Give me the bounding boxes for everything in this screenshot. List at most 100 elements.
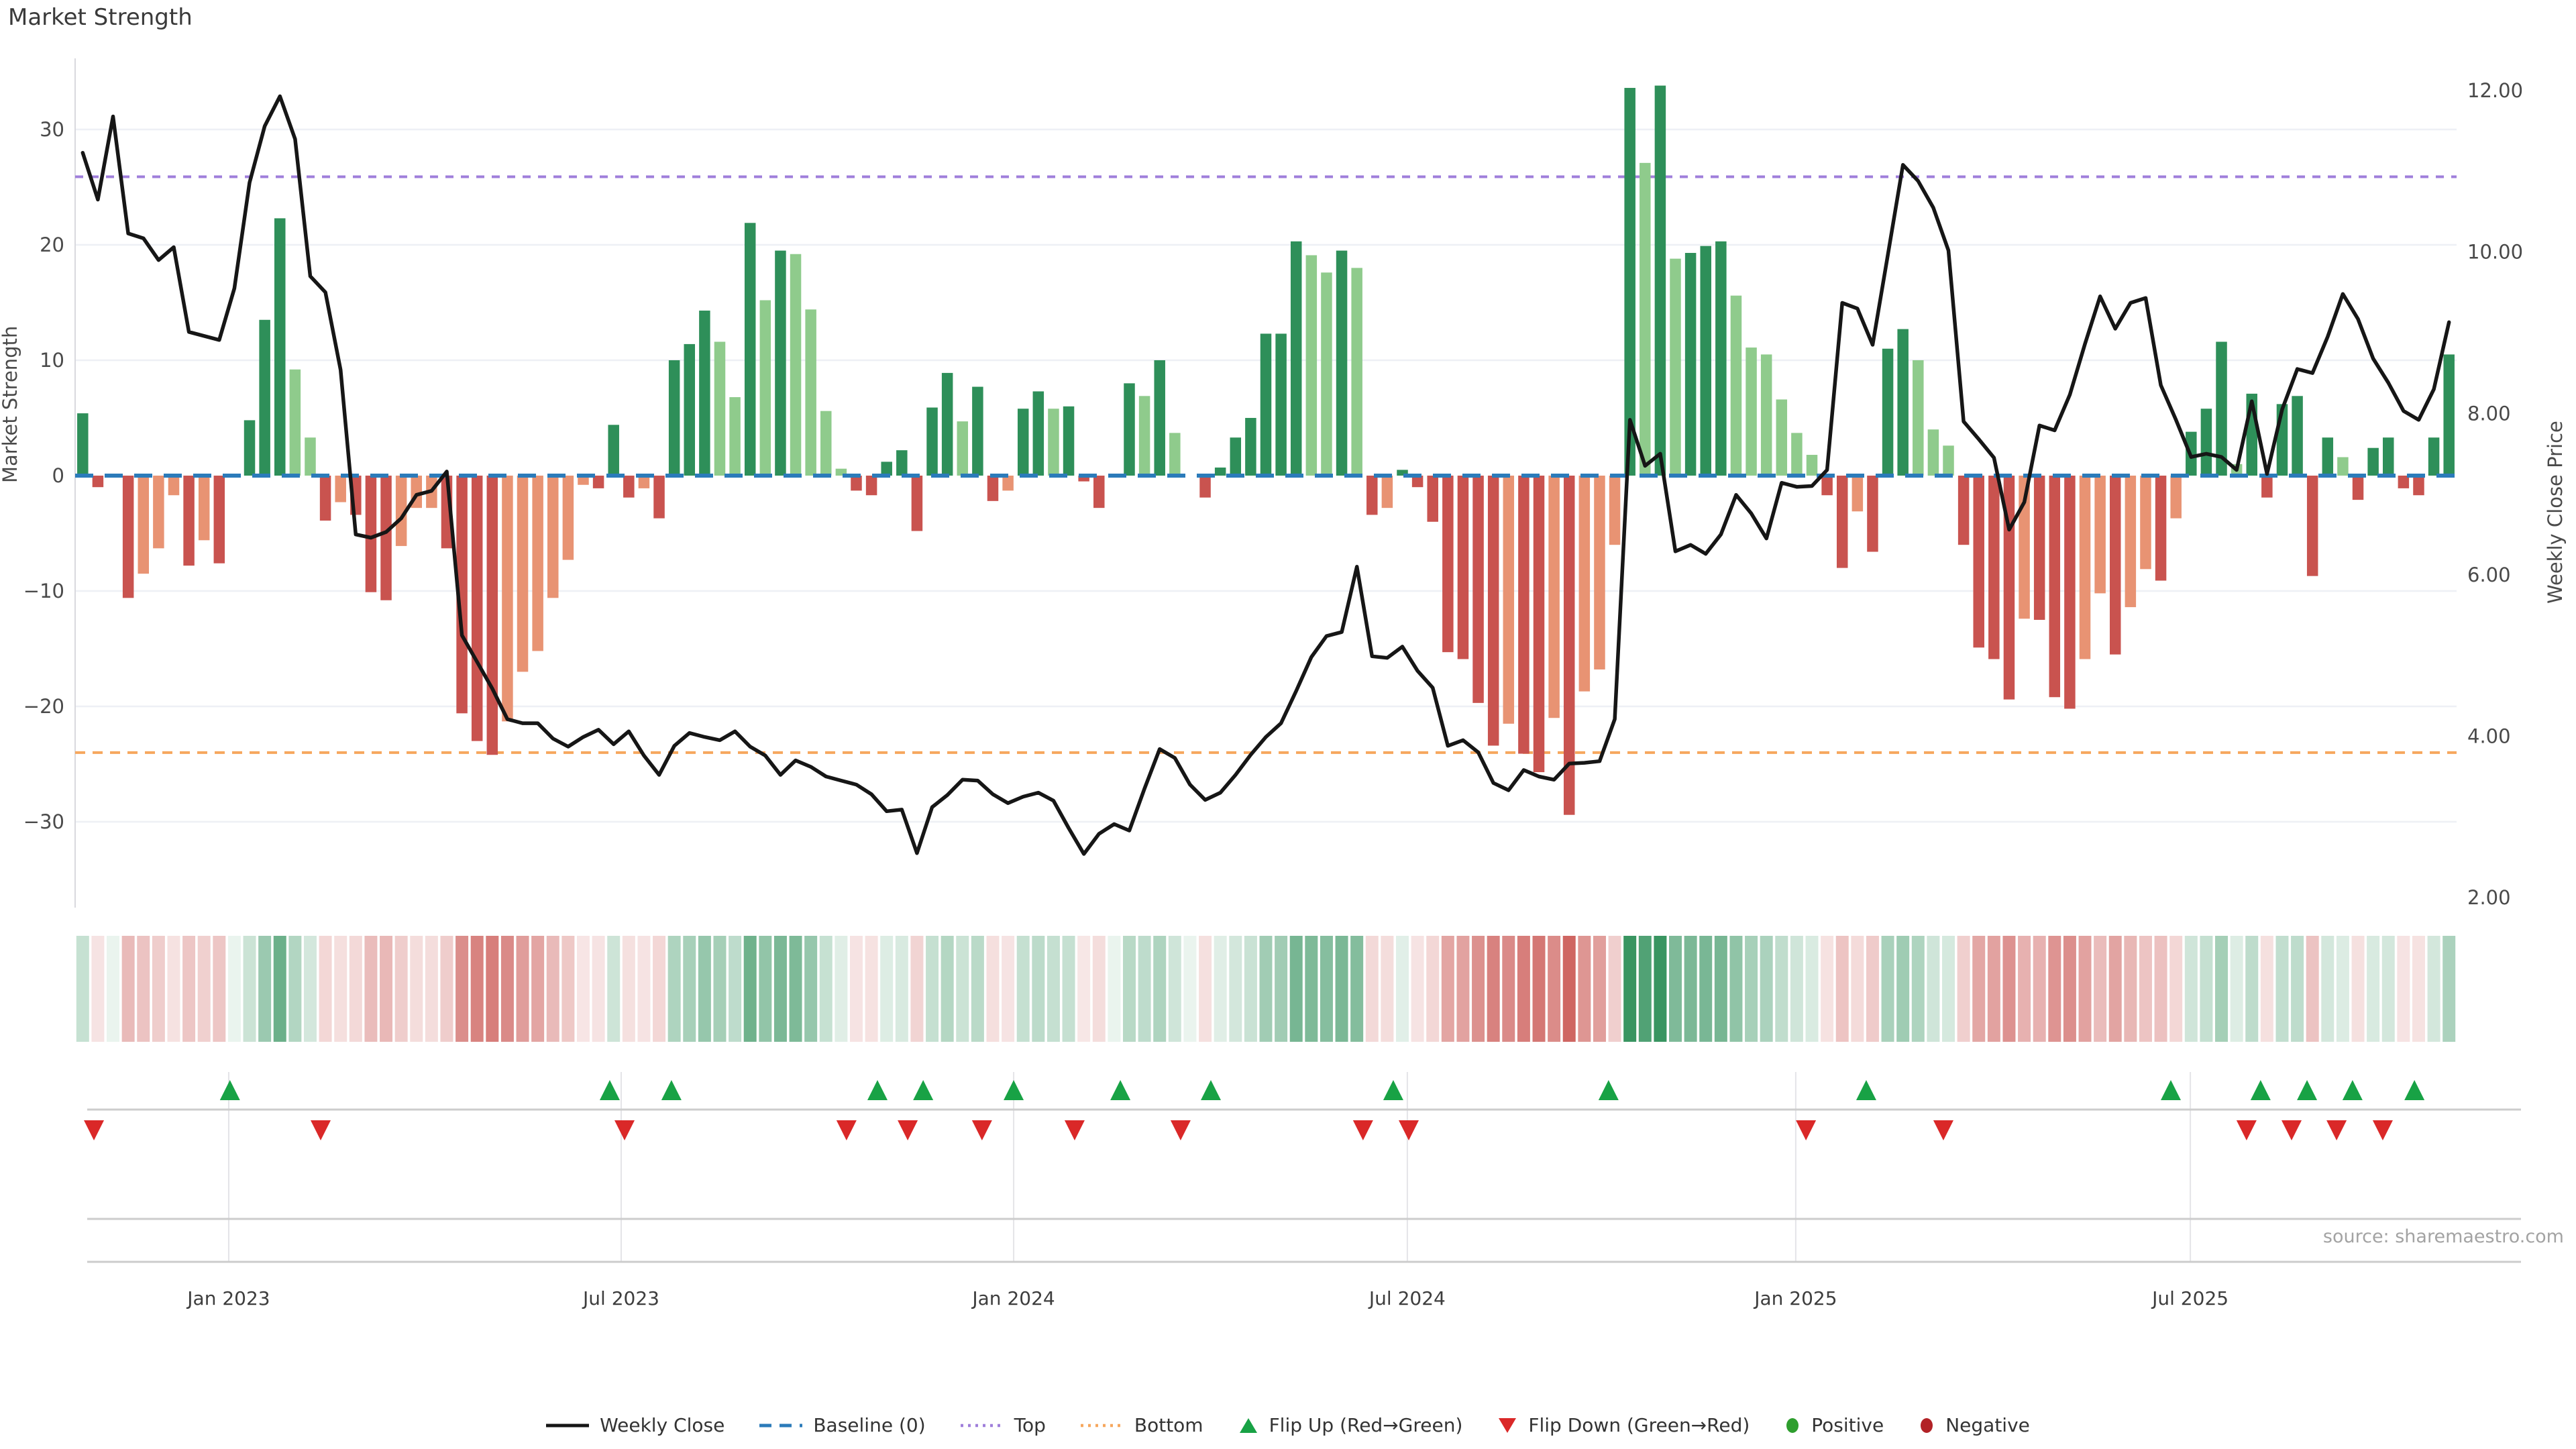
y-tick-label: −30 xyxy=(23,810,64,833)
flip-down-marker xyxy=(614,1120,635,1140)
heatmap-cell xyxy=(986,936,1000,1042)
flip-down-marker xyxy=(1064,1120,1085,1140)
heatmap-cell xyxy=(804,936,818,1042)
heatmap-cell xyxy=(2184,936,2198,1042)
x-tick-label: Jul 2023 xyxy=(582,1287,659,1309)
heatmap-cell xyxy=(865,936,878,1042)
heatmap-cell xyxy=(1199,936,1212,1042)
bar xyxy=(1640,162,1651,476)
bar xyxy=(2049,475,2061,698)
heatmap-cell xyxy=(2245,936,2259,1042)
bar xyxy=(2125,475,2137,608)
heatmap-cell xyxy=(1699,936,1713,1042)
bar xyxy=(153,475,164,549)
heatmap-cell xyxy=(1062,936,1075,1042)
heatmap-cell xyxy=(2291,936,2304,1042)
legend-label: Flip Up (Red→Green) xyxy=(1269,1414,1463,1436)
bar xyxy=(2200,409,2212,476)
dot-icon xyxy=(1921,1417,1933,1433)
price-tick-label: 8.00 xyxy=(2467,402,2511,425)
heatmap-cell xyxy=(1987,936,2000,1042)
heatmap-cell xyxy=(1122,936,1136,1042)
bar xyxy=(1002,475,1014,491)
heatmap-cell xyxy=(486,936,499,1042)
heatmap-cell xyxy=(364,936,378,1042)
bar xyxy=(1684,253,1697,476)
heatmap-cell xyxy=(1593,936,1606,1042)
flip-up-marker xyxy=(2404,1080,2425,1100)
bar xyxy=(1503,475,1515,724)
heatmap-cell xyxy=(835,936,848,1042)
heatmap-cell xyxy=(561,936,575,1042)
heatmap-cell xyxy=(2443,936,2456,1042)
legend-label: Weekly Close xyxy=(600,1414,725,1436)
bar xyxy=(1578,475,1591,692)
heatmap-cell xyxy=(531,936,545,1042)
bar xyxy=(365,475,377,592)
bar xyxy=(941,372,953,476)
heatmap-cell xyxy=(1517,936,1530,1042)
x-tick-label: Jan 2023 xyxy=(186,1287,270,1309)
bar xyxy=(926,407,938,476)
bar xyxy=(1836,475,1848,568)
bar xyxy=(395,475,407,546)
bar xyxy=(805,309,816,476)
heatmap-cell xyxy=(1942,936,1955,1042)
bar xyxy=(532,475,543,651)
bar xyxy=(865,475,877,496)
heatmap-cell xyxy=(1002,936,1015,1042)
heatmap-cell xyxy=(2124,936,2137,1042)
heatmap-cell xyxy=(607,936,621,1042)
heatmap-cell xyxy=(334,936,347,1042)
bar xyxy=(653,475,665,519)
bar xyxy=(2094,475,2106,594)
bar xyxy=(2428,437,2440,476)
heatmap-cell xyxy=(76,936,89,1042)
heatmap-cell xyxy=(1714,936,1727,1042)
bar xyxy=(2443,354,2455,476)
heatmap-cell xyxy=(1866,936,1879,1042)
bar xyxy=(77,413,89,476)
legend-item: Flip Down (Green→Red) xyxy=(1497,1414,1750,1436)
bar xyxy=(305,437,316,476)
bar xyxy=(1457,475,1469,659)
bar xyxy=(1032,391,1044,476)
heatmap-strip xyxy=(76,936,2456,1042)
flip-up-marker xyxy=(1110,1080,1131,1100)
heatmap-cell xyxy=(319,936,332,1042)
heatmap-cell xyxy=(2139,936,2152,1042)
bar xyxy=(2352,475,2364,500)
bar xyxy=(2216,341,2227,476)
bar xyxy=(502,475,513,722)
legend-item: Top xyxy=(960,1414,1046,1436)
heatmap-cell xyxy=(546,936,559,1042)
heatmap-cell xyxy=(1032,936,1045,1042)
heatmap-cell xyxy=(729,936,742,1042)
bar xyxy=(2079,475,2091,659)
bar xyxy=(456,475,468,714)
bar xyxy=(623,475,635,498)
heatmap-cell xyxy=(667,936,681,1042)
heatmap-cell xyxy=(1092,936,1106,1042)
bar xyxy=(289,369,301,476)
heatmap-cell xyxy=(956,936,969,1042)
heatmap-cell xyxy=(1350,936,1364,1042)
heatmap-cell xyxy=(1381,936,1394,1042)
y-tick-label: −10 xyxy=(23,580,64,602)
heatmap-cell xyxy=(2063,936,2076,1042)
heatmap-cell xyxy=(137,936,150,1042)
bar xyxy=(1973,475,1984,648)
bar xyxy=(2019,475,2030,619)
flip-down-icon xyxy=(1499,1417,1517,1433)
heatmap-cell xyxy=(213,936,226,1042)
heatmap-cell xyxy=(743,936,757,1042)
heatmap-cell xyxy=(1972,936,1986,1042)
bar xyxy=(1290,241,1302,476)
heatmap-cell xyxy=(1608,936,1621,1042)
flip-down-marker xyxy=(2372,1120,2393,1140)
flip-down-marker xyxy=(1796,1120,1817,1140)
bar xyxy=(1260,333,1272,476)
bar xyxy=(1700,246,1711,476)
bar xyxy=(2322,437,2334,476)
